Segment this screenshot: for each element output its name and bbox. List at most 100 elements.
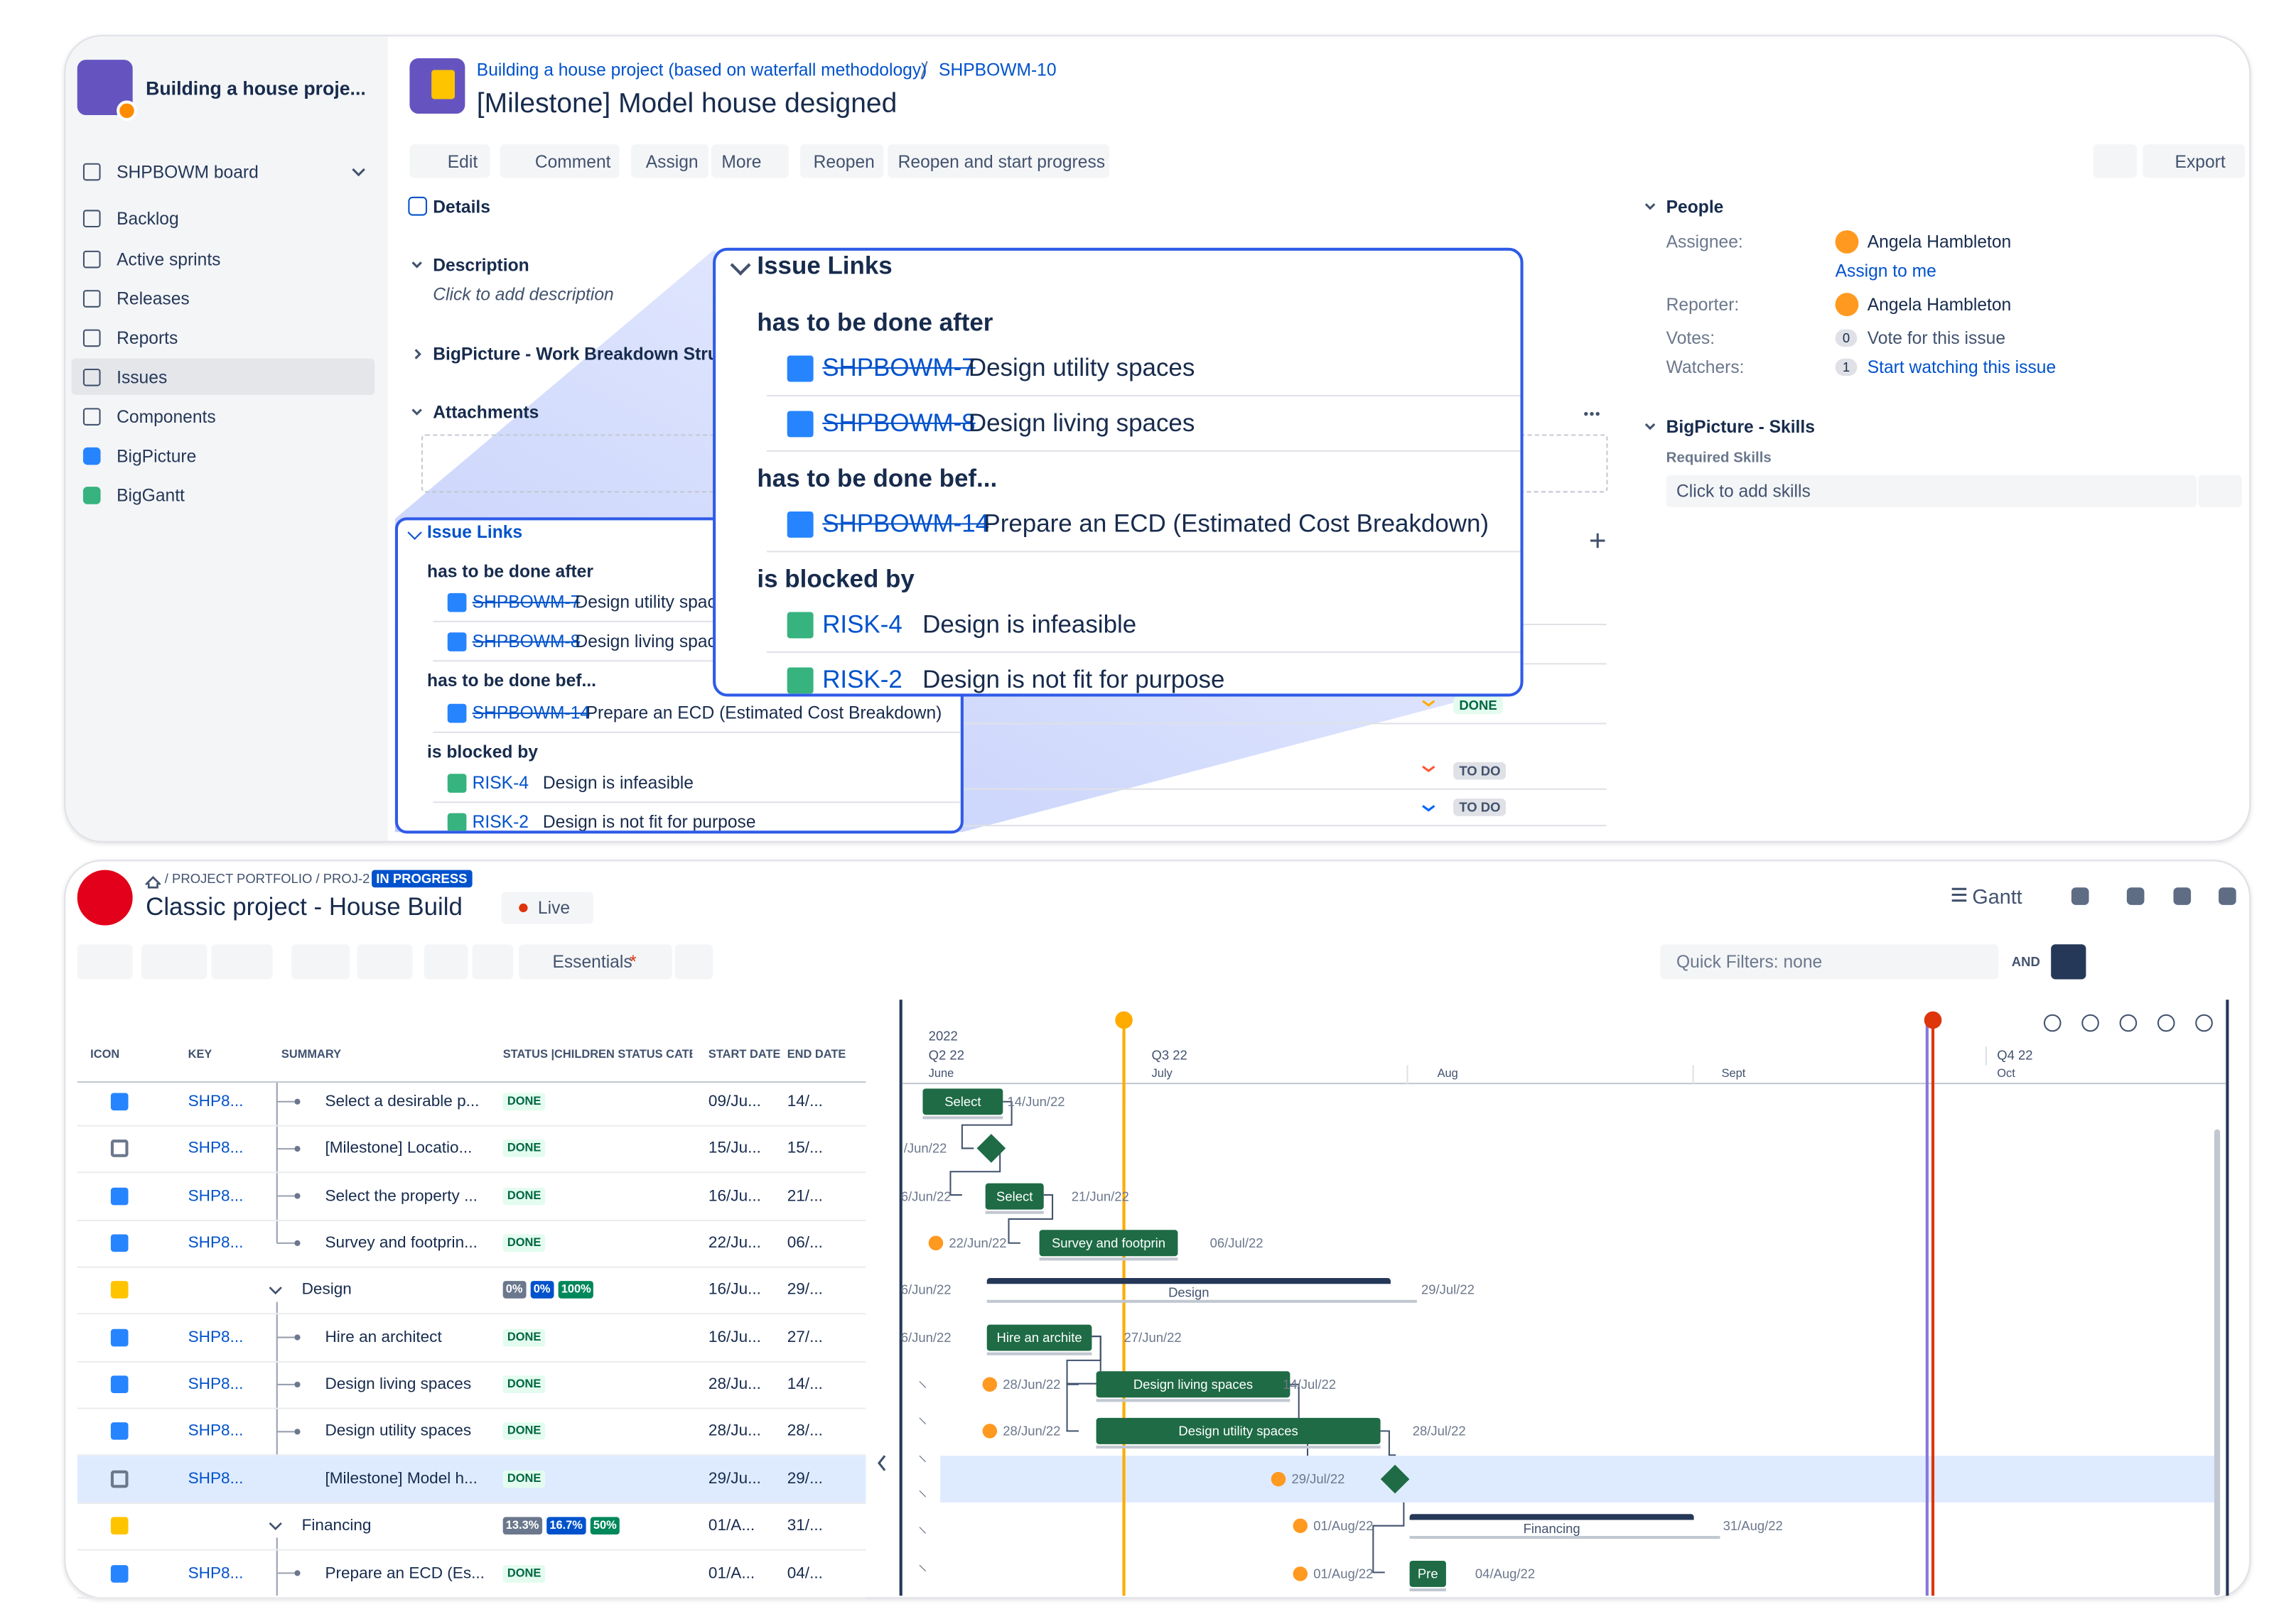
action-button[interactable] (711, 144, 789, 178)
timeline-tick (1985, 1046, 1987, 1066)
zoom-control[interactable] (2157, 1014, 2175, 1032)
header-icon[interactable] (2071, 887, 2089, 905)
issue-key[interactable]: SHP8... (188, 1139, 244, 1158)
issue-key[interactable]: SHP8... (188, 1187, 244, 1205)
priority-icon (1422, 805, 1435, 812)
toolbar-button[interactable] (357, 944, 413, 980)
issue-key[interactable]: SHP8... (188, 1564, 244, 1582)
nav-item[interactable]: Issues (117, 367, 168, 388)
action-label[interactable]: Reopen (813, 151, 875, 173)
action-button[interactable] (800, 144, 884, 178)
link-group: has to be done after (757, 308, 993, 337)
issue-key[interactable]: SHP8... (188, 1375, 244, 1394)
action-label[interactable]: More (721, 151, 762, 173)
nav-item[interactable]: Reports (117, 327, 178, 349)
quick-filters[interactable] (1660, 944, 1999, 980)
share-button[interactable] (2093, 144, 2138, 178)
progress-badge: 0% (502, 1281, 526, 1299)
action-button[interactable] (409, 144, 490, 178)
issue-icon (110, 1187, 129, 1205)
action-label[interactable]: Assign (645, 151, 699, 173)
wrench-button[interactable] (2198, 475, 2242, 507)
people-action[interactable]: Start watching this issue (1867, 357, 2057, 378)
nav-item[interactable]: BigGantt (117, 485, 185, 506)
people-label: Reporter: (1666, 294, 1740, 315)
header-icon[interactable] (2219, 887, 2236, 905)
status-badge: IN PROGRESS (372, 870, 472, 888)
zoom-control[interactable] (2119, 1014, 2138, 1032)
toolbar-button[interactable] (141, 944, 208, 980)
toolbar-button[interactable] (211, 944, 273, 980)
active-filter[interactable] (2051, 944, 2086, 980)
zoom-control[interactable] (2195, 1014, 2213, 1032)
toolbar-button[interactable] (291, 944, 350, 980)
breadcrumb-key[interactable]: SHPBOWM-10 (939, 60, 1057, 80)
task-bar (1096, 1371, 1290, 1398)
issue-icon (110, 1517, 129, 1535)
toolbar-button[interactable] (472, 944, 514, 980)
assignee-avatar (928, 1235, 944, 1251)
live-label[interactable]: Live (537, 897, 571, 919)
issue-summary: Hire an architect (325, 1328, 442, 1346)
action-button[interactable] (500, 144, 620, 178)
task-bar-shadow (986, 1352, 1092, 1355)
action-label[interactable]: Comment (534, 151, 611, 173)
header-icon[interactable] (2126, 887, 2145, 905)
view-name[interactable]: Essentials (552, 951, 632, 973)
issue-summary: [Milestone] Locatio... (325, 1139, 473, 1158)
chevron (1644, 203, 1656, 210)
action-button[interactable] (631, 144, 708, 178)
action-label[interactable]: Reopen and start progress (898, 151, 1106, 173)
nav-icon (82, 329, 101, 347)
zoom-control[interactable] (2043, 1014, 2062, 1032)
bar-label: Select (944, 1094, 981, 1110)
issue-icon (110, 1093, 129, 1111)
nav-item[interactable]: BigPicture (117, 445, 197, 467)
issue-key[interactable]: SHP8... (188, 1093, 244, 1111)
people-action[interactable]: Vote for this issue (1867, 327, 2006, 349)
export-button[interactable] (2143, 144, 2246, 178)
start-date: 01/A... (708, 1564, 755, 1582)
nav-item[interactable]: Backlog (117, 208, 179, 229)
issue-key[interactable]: SHP8... (188, 1470, 244, 1488)
progress-badge: 13.3% (502, 1517, 542, 1535)
link-icon (447, 812, 467, 831)
export-label[interactable]: Export (2175, 151, 2226, 173)
nav-item[interactable]: Components (117, 406, 216, 428)
action-button[interactable] (888, 144, 1110, 178)
row-line (961, 788, 1607, 790)
link-key: SHPBOWM-7 (472, 591, 581, 612)
marker (1924, 1011, 1942, 1029)
chevron (1644, 423, 1656, 431)
toolbar-button[interactable] (424, 944, 468, 980)
action-label[interactable]: Edit (447, 151, 478, 173)
view-mode[interactable]: Gantt (1972, 884, 2022, 908)
nav-item[interactable]: SHPBOWM board (117, 161, 259, 183)
link-divider (433, 660, 961, 662)
people-action[interactable]: Assign to me (1835, 261, 1936, 281)
issue-key[interactable]: SHP8... (188, 1422, 244, 1441)
issue-key[interactable]: SHP8... (188, 1234, 244, 1252)
more-dot (1595, 411, 1600, 416)
toolbar-button[interactable] (77, 944, 133, 980)
description-hint: Click to add description (433, 284, 614, 305)
skills-input[interactable] (1666, 475, 2197, 507)
link-key: SHPBOWM-8 (822, 408, 976, 437)
live-button[interactable] (501, 892, 593, 924)
project-title: Classic project - House Build (146, 893, 463, 921)
essentials-button[interactable] (519, 944, 672, 980)
link-summary: Design utility spaces (968, 353, 1195, 381)
zoom-control[interactable] (2081, 1014, 2099, 1032)
header-icon[interactable] (2173, 887, 2192, 905)
nav-icon (82, 487, 101, 504)
nav-item[interactable]: Active sprints (117, 249, 221, 270)
and-toggle[interactable]: AND (2011, 954, 2040, 970)
breadcrumb-link[interactable]: Building a house project (based on water… (476, 60, 927, 80)
issue-key[interactable]: SHP8... (188, 1328, 244, 1346)
bar-label: Survey and footprin (1051, 1235, 1166, 1251)
nav-item[interactable]: Releases (117, 288, 190, 309)
link-divider (766, 395, 1521, 397)
timeline-year: 2022 (928, 1029, 958, 1044)
save-button[interactable] (674, 944, 713, 980)
bar-end-date: 04/Aug/22 (1475, 1566, 1536, 1581)
